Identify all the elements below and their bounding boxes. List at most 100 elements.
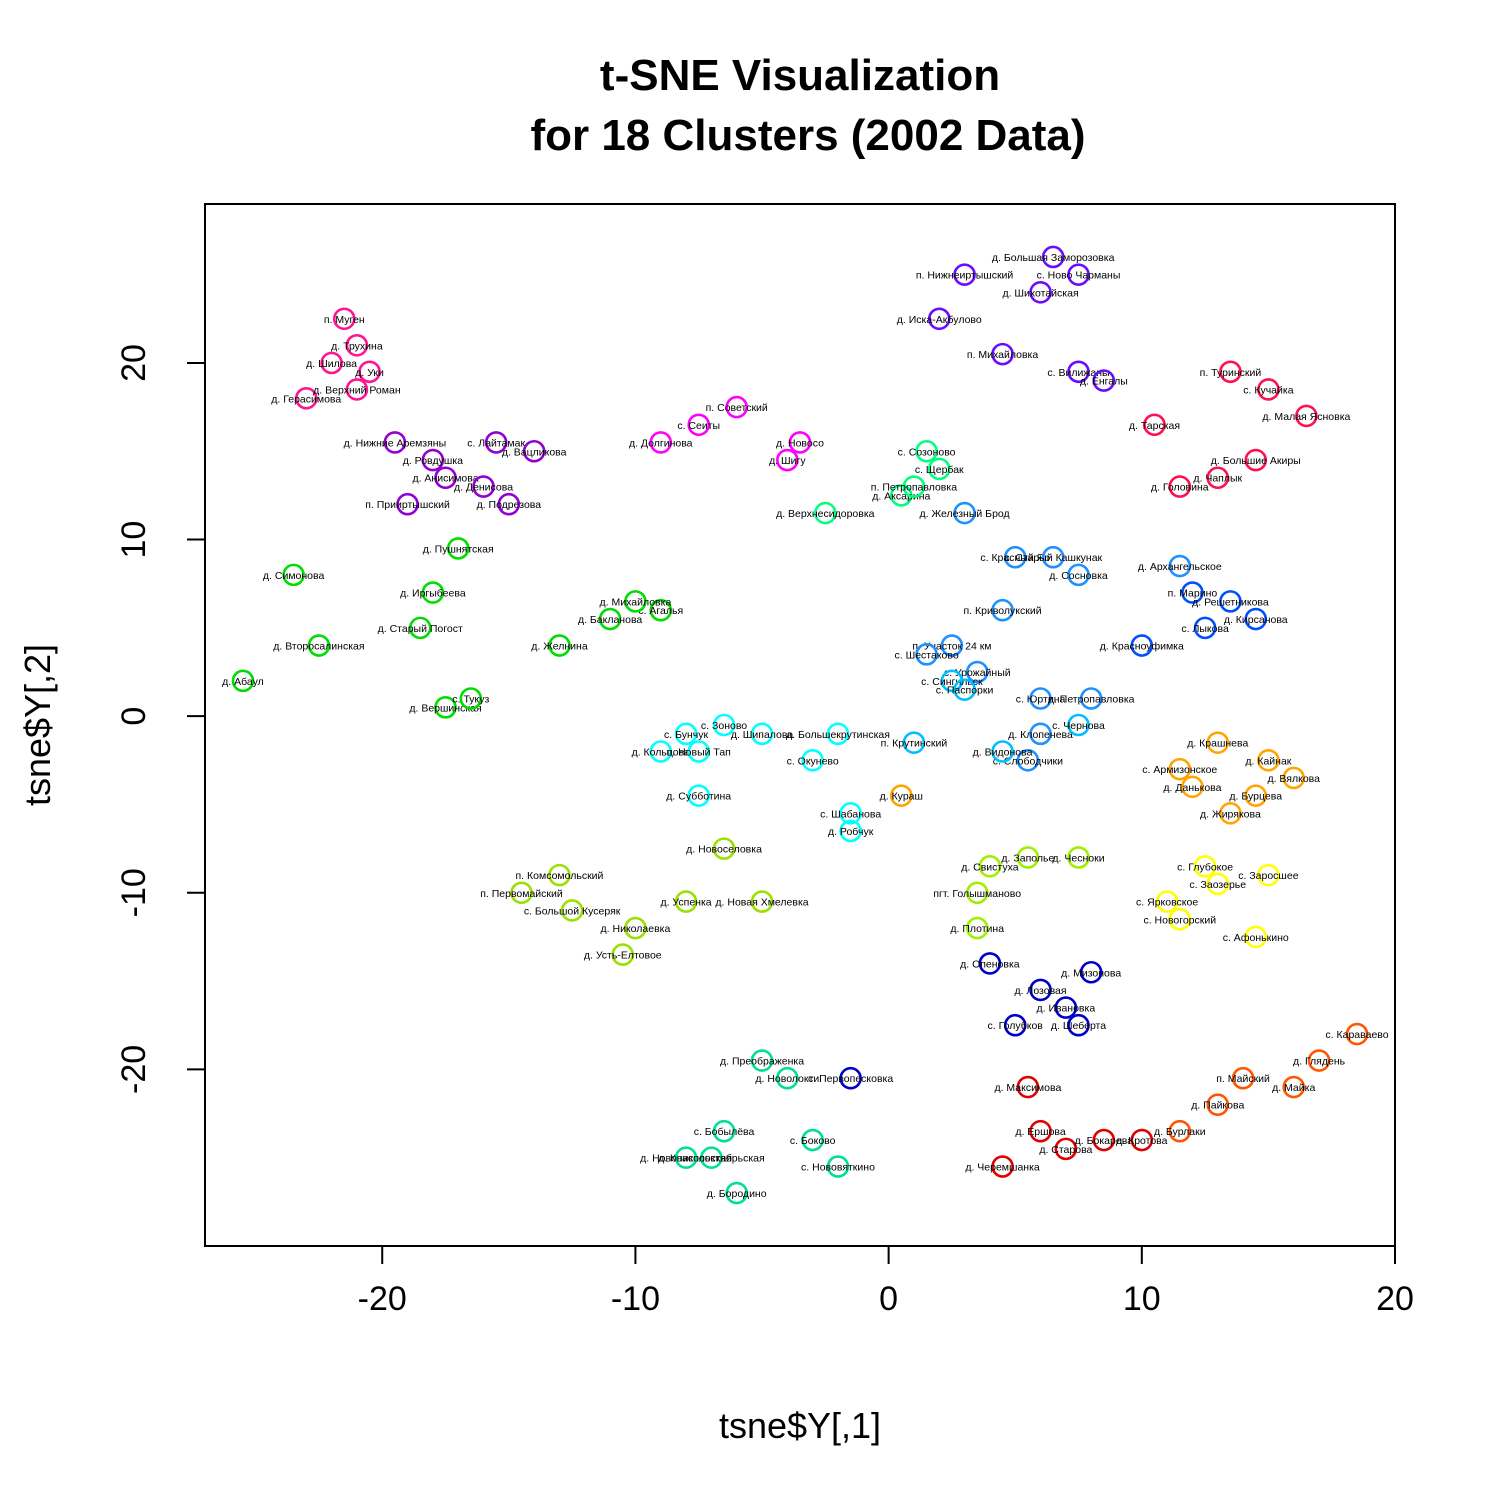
y-axis-label: tsne$Y[,2] [17,644,58,806]
data-point [839,1066,862,1090]
point-label: с. Боково [790,1135,836,1147]
data-point [320,351,343,375]
data-point [1054,1137,1078,1161]
data-point [446,537,470,560]
point-label: д. Петропавловка [1048,694,1135,706]
cluster-series: п. Советский с. Сеиты д. Долгинова д. Новос… [629,395,824,472]
point-label: д. Второсалинская [273,641,364,653]
point-label: д. Жирякова [1200,808,1261,820]
data-point [1307,1049,1331,1072]
x-axis-label: tsne$Y[,1] [719,1405,881,1446]
point-label: д. Клопенева [1008,729,1073,741]
cluster-series: д. Аксарина с. Созоново с. Щербак д. Верхне… [776,439,964,525]
data-point [358,360,381,384]
data-point [839,819,862,843]
data-point [1168,907,1192,931]
data-point [1244,925,1268,949]
data-point [1244,607,1268,631]
data-point [1295,404,1318,428]
x-tick-label: 10 [1123,1280,1161,1318]
point-label: д. Долгинова [629,437,693,449]
point-label: с. Старый Кашкунак [1004,552,1102,564]
x-tick-label: 20 [1376,1280,1414,1318]
point-label: п. Туринский [1200,367,1262,379]
data-point [1206,466,1230,490]
data-point [510,881,533,905]
point-label: с. Нововяткино [801,1162,875,1174]
point-label: д. Робчук [828,826,874,838]
point-label: д. Пушнятская [423,543,494,555]
point-label: д. Сосновка [1049,570,1108,582]
data-point [1067,713,1090,737]
data-point [1206,872,1230,896]
point-label: д. Вялкова [1267,773,1320,785]
point-label: д. Вацликова [502,446,567,458]
data-point [1193,854,1217,878]
point-label: п. Советский [706,402,768,414]
point-label: д. Решетникова [1192,596,1269,608]
point-label: д. Новолокти [755,1073,819,1085]
data-point [826,722,850,746]
data-point [522,439,546,463]
data-point [725,395,749,419]
point-label: д. Новая Хмелевка [715,897,808,909]
data-point [1257,749,1280,772]
data-point [915,439,938,463]
data-point [611,943,635,966]
point-label: с. Лайтамак [467,437,525,449]
axis-ticks: -20 -10 0 10 20 -20 -10 0 10 20 [115,344,1414,1318]
point-label: д. Тарская [1129,420,1180,432]
point-label: д. Бокарева [1075,1135,1133,1147]
data-point [1092,1128,1116,1152]
data-point [750,890,774,913]
data-point [1029,1119,1052,1143]
data-point [965,881,989,905]
data-point [1206,731,1230,754]
data-point [788,431,812,454]
data-point [1079,960,1103,984]
data-point [826,1155,850,1178]
point-label: д. Николаевка [601,923,671,935]
point-label: д. Трухина [331,340,383,352]
chart-title-line2: for 18 Clusters (2002 Data) [530,111,1085,160]
data-point [1016,1075,1040,1099]
point-label: д. Ровдушка [403,455,463,467]
y-tick-label: -10 [115,868,153,917]
data-point [1231,1066,1255,1090]
data-point [801,749,824,772]
point-label: с. Тукуз [452,694,489,706]
data-point [1257,378,1280,401]
point-label: д. Крашнева [1187,738,1248,750]
point-label: д. Верхнесидоровка [776,508,875,520]
point-label: с. Караваево [1325,1029,1388,1041]
data-point [1244,448,1268,472]
point-label: п. Михайловка [967,349,1038,361]
point-label: д. Большая Заморозовка [992,252,1115,264]
point-label: д. Усть-Елтовое [584,950,662,962]
data-point [484,431,508,454]
point-label: с. Первопесковка [808,1073,893,1085]
data-point [1168,475,1192,498]
data-point [1282,1075,1306,1099]
point-label: д. Лозовая [1014,985,1066,997]
point-label: п. Комсомольский [516,870,604,882]
data-point [1054,996,1078,1019]
data-point [1130,1128,1154,1152]
data-point [1029,722,1052,746]
point-label: д. Пайкова [1191,1100,1244,1112]
plot-frame [204,203,1396,1247]
point-label: д. Герасимова [271,393,341,405]
point-label: п. Майский [1216,1073,1270,1085]
data-point [776,448,799,472]
data-point [1079,687,1103,710]
data-point [548,863,571,887]
point-label: с. Паспорки [936,685,994,697]
cluster-series: п. Муген д. Трухина д. Шилова д. Герасимова… [271,307,401,410]
data-point [1067,563,1090,587]
point-label: д. Головина [1151,482,1209,494]
point-label: д. Верхний Роман [313,384,401,396]
